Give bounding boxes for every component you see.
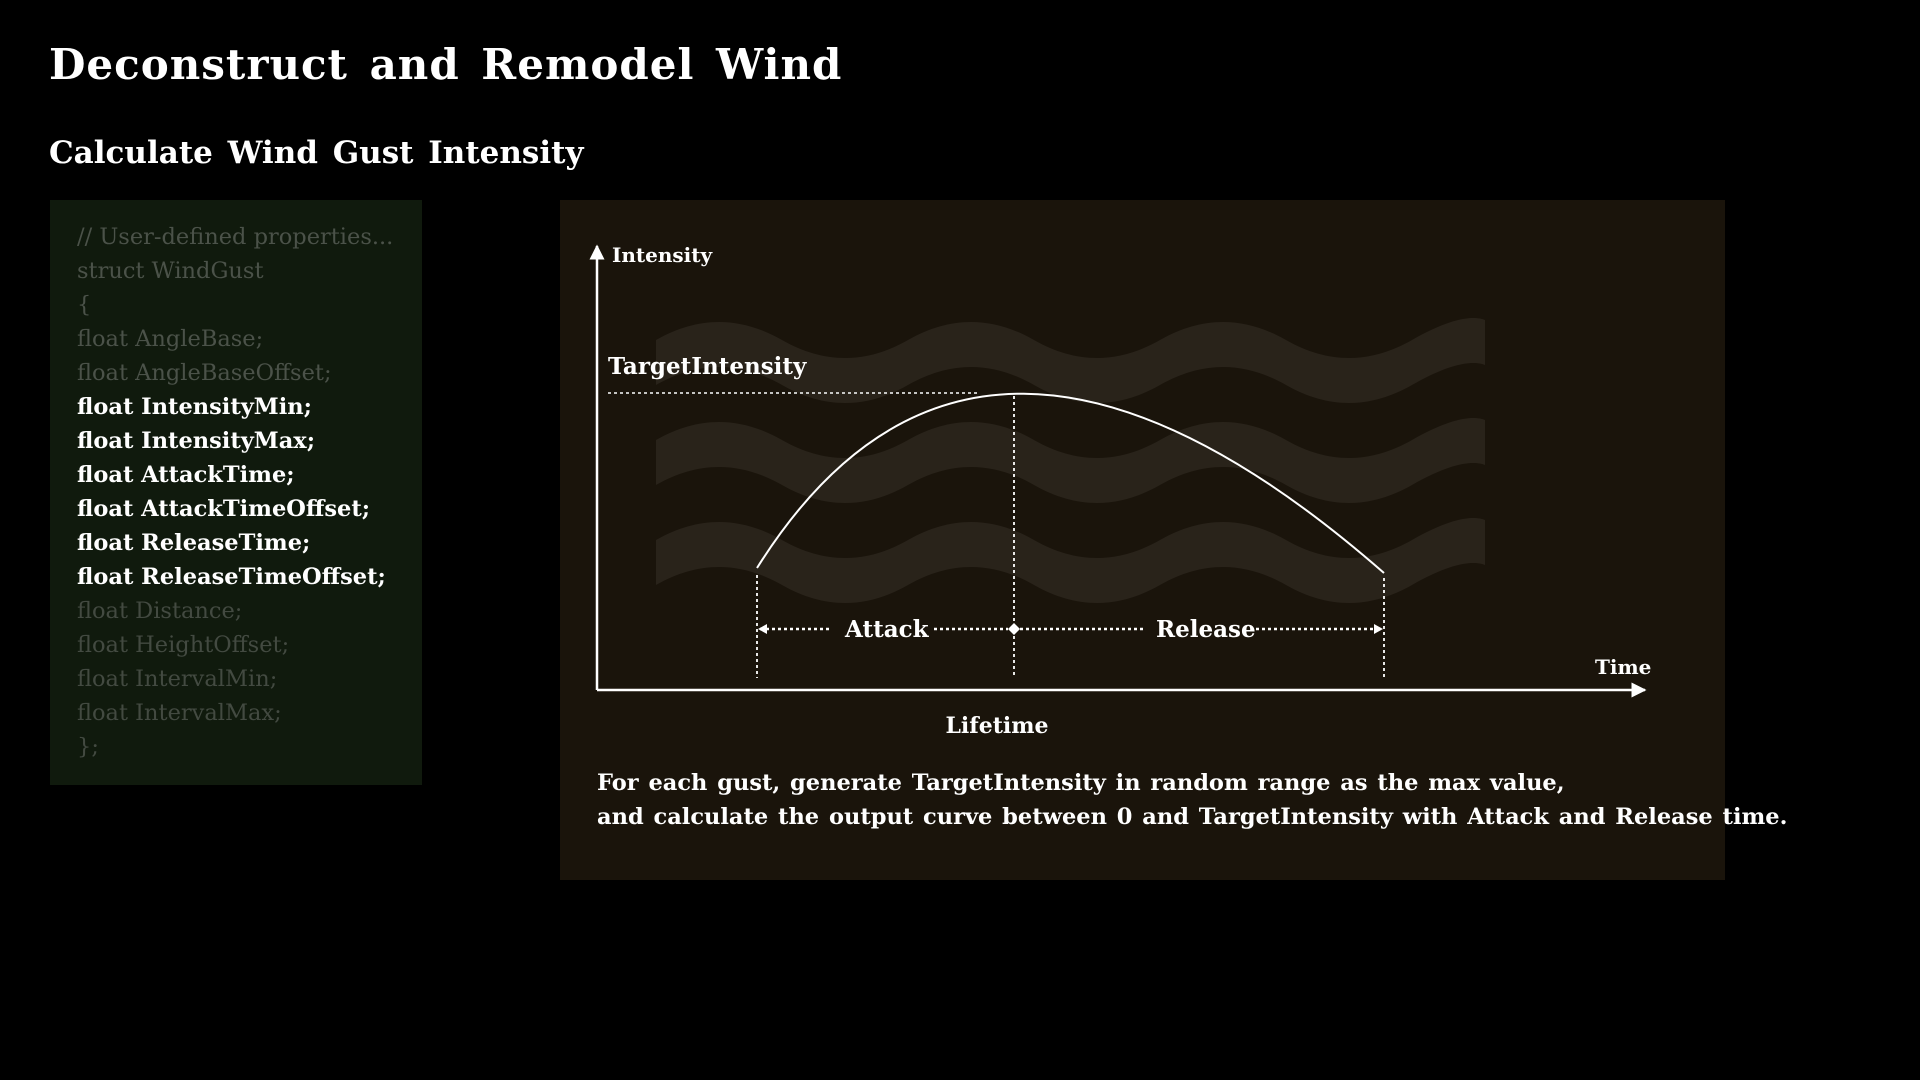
code-line: float Distance; [77, 598, 243, 624]
target-intensity-label: TargetIntensity [608, 353, 807, 380]
code-line: float AttackTime; [77, 462, 295, 488]
lifetime-label: Lifetime [945, 713, 1048, 739]
code-line: float HeightOffset; [77, 632, 290, 658]
diagram-panel: Intensity Time TargetIntensity Attack Re… [560, 200, 1787, 880]
code-line: float AngleBase; [77, 326, 264, 352]
code-line: float AttackTimeOffset; [77, 496, 371, 522]
intensity-curve [756, 392, 1385, 574]
y-axis-label: Intensity [612, 243, 713, 267]
code-line: }; [77, 734, 99, 760]
code-line: float IntensityMax; [77, 428, 316, 454]
code-line: { [77, 292, 92, 318]
page-title: Deconstruct and Remodel Wind [49, 40, 843, 89]
section-title: Calculate Wind Gust Intensity [49, 135, 584, 171]
attack-label: Attack [844, 616, 930, 643]
wind-wave-1 [656, 318, 1485, 403]
x-axis-label: Time [1595, 655, 1651, 679]
code-line: float ReleaseTimeOffset; [77, 564, 386, 590]
description-line-2: and calculate the output curve between 0… [597, 804, 1788, 830]
code-line: float AngleBaseOffset; [77, 360, 332, 386]
peak-diamond-icon [1008, 623, 1020, 635]
code-panel: // User-defined properties... struct Wind… [50, 200, 422, 785]
wind-wave-background [656, 318, 1485, 603]
code-line: struct WindGust [77, 258, 264, 284]
release-label: Release [1156, 616, 1256, 643]
description-line-1: For each gust, generate TargetIntensity … [597, 770, 1565, 796]
attack-span-left-arrow [758, 624, 767, 634]
code-line: float IntensityMin; [77, 394, 312, 420]
intensity-diagram: Intensity Time TargetIntensity Attack Re… [589, 243, 1651, 739]
code-line: // User-defined properties... [77, 224, 394, 250]
release-span-right-arrow [1374, 624, 1383, 634]
diagram-description: For each gust, generate TargetIntensity … [597, 766, 1787, 834]
wind-wave-2 [656, 418, 1485, 503]
wind-wave-3 [656, 518, 1485, 603]
code-line: float IntervalMin; [77, 666, 278, 692]
code-line: float IntervalMax; [77, 700, 282, 726]
code-line: float ReleaseTime; [77, 530, 311, 556]
